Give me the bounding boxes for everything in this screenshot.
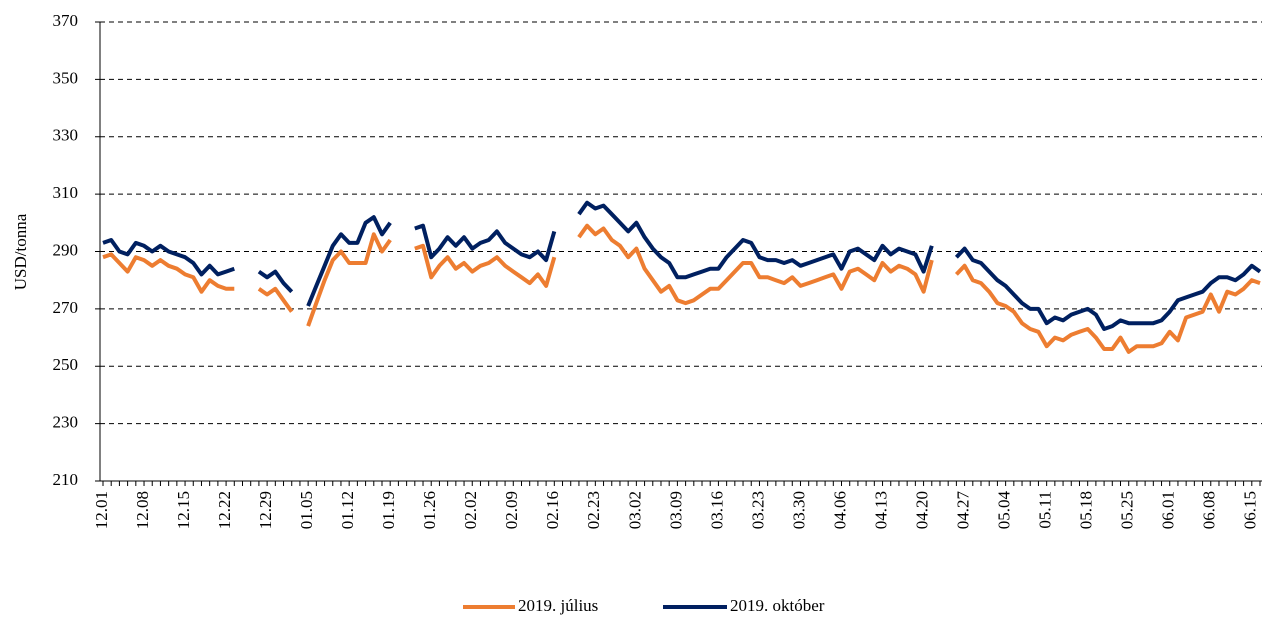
x-tick-label: 01.19 <box>379 491 398 529</box>
series-line <box>102 200 1262 331</box>
y-axis-label: USD/tonna <box>11 213 30 290</box>
y-tick-label: 290 <box>53 240 79 259</box>
x-tick-label: 04.27 <box>954 491 973 530</box>
x-tick-label: 05.04 <box>995 490 1014 529</box>
x-tick-label: 12.29 <box>256 491 275 529</box>
x-tick-label: 03.09 <box>666 491 685 529</box>
x-tick-label: 05.18 <box>1077 491 1096 529</box>
y-tick-label: 230 <box>53 413 79 432</box>
y-tick-label: 330 <box>53 126 79 145</box>
legend-label: 2019. október <box>730 596 825 615</box>
x-tick-label: 02.16 <box>543 491 562 529</box>
x-tick-label: 06.15 <box>1241 491 1260 529</box>
x-tick-label: 12.01 <box>92 491 111 529</box>
x-tick-label: 04.06 <box>830 491 849 529</box>
x-tick-label: 02.23 <box>584 491 603 529</box>
x-tick-label: 06.01 <box>1159 491 1178 529</box>
x-tick-label: 12.15 <box>174 491 193 529</box>
series-line <box>102 223 1261 354</box>
x-tick-label: 05.25 <box>1118 491 1137 529</box>
x-tick-label: 03.16 <box>707 491 726 529</box>
y-tick-label: 370 <box>53 11 79 30</box>
x-tick-label: 02.09 <box>502 491 521 529</box>
legend-label: 2019. július <box>518 596 598 615</box>
x-tick-label: 03.02 <box>625 491 644 529</box>
x-tick-label: 03.23 <box>748 491 767 529</box>
y-tick-label: 310 <box>53 183 79 202</box>
x-tick-label: 01.05 <box>297 491 316 529</box>
x-tick-label: 05.11 <box>1036 491 1055 529</box>
x-tick-label: 01.12 <box>338 491 357 529</box>
x-tick-label: 04.20 <box>912 491 931 529</box>
x-tick-label: 12.22 <box>215 491 234 529</box>
y-tick-label: 210 <box>53 470 79 489</box>
x-tick-label: 12.08 <box>133 491 152 529</box>
x-tick-label: 04.13 <box>871 491 890 529</box>
y-tick-label: 250 <box>53 355 79 374</box>
x-tick-label: 02.02 <box>461 491 480 529</box>
y-tick-label: 270 <box>53 298 79 317</box>
x-tick-label: 01.26 <box>420 491 439 529</box>
y-tick-label: 350 <box>53 68 79 87</box>
x-tick-label: 03.30 <box>789 491 808 529</box>
x-tick-label: 06.08 <box>1200 491 1219 529</box>
